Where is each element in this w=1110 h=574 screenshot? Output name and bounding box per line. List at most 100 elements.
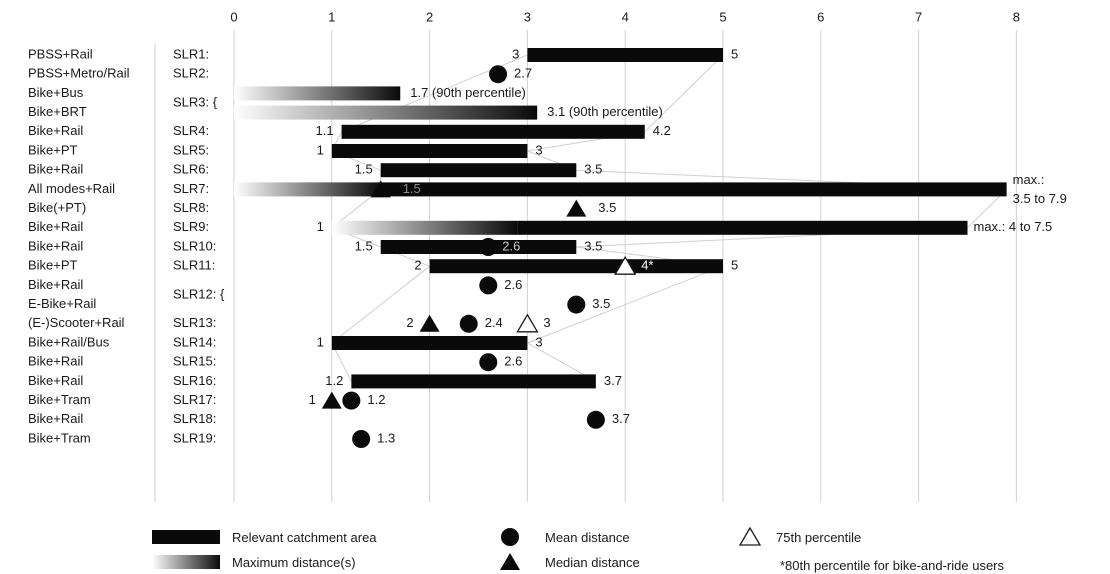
mode-label: (E-)Scooter+Rail [28,315,125,330]
x-tick-label: 8 [1013,9,1020,24]
median-marker [370,180,391,198]
study-label: SLR6: [173,162,209,177]
mean-marker [342,391,361,410]
study-label: SLR10: [173,238,216,253]
study-label: SLR1: [173,46,209,61]
gradient-end-label: 3.1 (90th percentile) [547,104,663,119]
p75-marker [516,313,539,333]
x-tick-label: 6 [817,9,824,24]
mean-label: 3.7 [612,411,630,426]
legend-footnote: *80th percentile for bike-and-ride users [780,558,1005,573]
mean-marker [352,430,371,448]
legend-gradient-label: Maximum distance(s) [232,555,356,570]
legend-gradient-swatch [152,555,220,569]
mean-marker [479,353,498,372]
mode-label: Bike+Tram [28,430,91,445]
bar-start-label: 3 [512,46,519,61]
gradient-end-label: 1.7 (90th percentile) [410,85,526,100]
study-label: SLR19: [173,430,216,445]
x-tick-label: 4 [622,9,629,24]
mode-label: Bike+BRT [28,104,87,119]
mode-label: Bike+Rail [28,411,83,426]
mode-label: Bike+PT [28,142,78,157]
legend [152,526,762,570]
bar-end-label: 3 [535,142,542,157]
distance-markers [321,65,637,448]
mode-label: Bike+Bus [28,85,84,100]
mode-label: E-Bike+Rail [28,296,96,311]
connector-line [644,54,724,133]
max-note: max.: 4 to 7.5 [974,219,1053,234]
study-label: SLR4: [173,123,209,138]
legend-mean-marker [501,528,519,546]
x-tick-label: 7 [915,9,922,24]
bar-start-label: 1 [317,334,324,349]
bar-start-label: 1 [317,142,324,157]
bar-end-label: 5 [731,258,738,273]
mean-marker [479,238,498,256]
study-label: SLR18: [173,411,216,426]
bar-end-label: 4.2 [653,123,671,138]
study-label: SLR3: { [173,94,218,109]
study-label: SLR15: [173,354,216,369]
catchment-bar [527,48,723,62]
mean-marker [489,65,508,84]
max-distance-bar [234,182,381,197]
bar-end-label: 3.5 [584,238,602,253]
bar-start-label: 1.5 [355,238,373,253]
mean-label: 2.7 [514,66,532,81]
median-label: 2 [406,315,413,330]
mode-label: Bike+Tram [28,392,91,407]
bar-end-label: 5 [731,46,738,61]
p75-label: 4* [641,258,653,273]
mode-label: PBSS+Rail [28,46,93,61]
legend-bar-swatch [152,530,220,544]
catchment-bar [380,182,1007,197]
mode-label: Bike+Rail [28,373,83,388]
bar-end-label: 3 [535,334,542,349]
mode-label: PBSS+Metro/Rail [28,66,130,81]
connector-lines [331,54,1007,382]
catchment-bar [429,259,723,274]
mean-label: 2.4 [485,315,503,330]
median-label: 1 [309,392,316,407]
study-label: SLR5: [173,142,209,157]
mean-label: 2.6 [504,277,522,292]
legend-bar-label: Relevant catchment area [232,530,377,545]
max-note: max.: [1013,172,1045,187]
legend-median-marker [500,553,520,570]
legend-p75-label: 75th percentile [776,530,862,545]
study-label: SLR8: [173,200,209,215]
study-label: SLR14: [173,334,216,349]
mode-label: Bike+Rail/Bus [28,334,110,349]
mean-marker [479,276,498,295]
mode-label: Bike+Rail [28,354,83,369]
mean-marker [586,410,605,429]
study-label: SLR7: [173,181,209,196]
median-marker [419,314,440,332]
mean-label: 1.2 [367,392,385,407]
bar-end-label: 3.5 [584,162,602,177]
legend-median-label: Median distance [545,555,640,570]
mode-label: Bike+Rail [28,219,83,234]
catchment-bar [331,336,528,350]
max-distance-bars [234,86,538,235]
row-labels: PBSS+Rail SLR1: PBSS+Metro/Rail SLR2: Bike+B… [28,46,225,445]
mode-label: Bike+PT [28,258,78,273]
median-label: 3.5 [598,200,616,215]
mean-marker [459,314,478,333]
value-labels: 1.7 (90th percentile) 3.1 (90th percentil… [309,46,1067,445]
mean-label: 3.5 [592,296,610,311]
catchment-bar [341,124,645,139]
study-label: SLR17: [173,392,216,407]
x-tick-label: 5 [719,9,726,24]
x-tick-label: 3 [524,9,531,24]
median-marker [321,391,342,409]
max-distance-bar [234,86,401,101]
study-label: SLR13: [173,315,216,330]
bar-start-label: 2 [414,258,421,273]
study-label: SLR12: { [173,286,225,301]
study-label: SLR11: [173,258,215,273]
bar-start-label: 1.2 [325,373,343,388]
